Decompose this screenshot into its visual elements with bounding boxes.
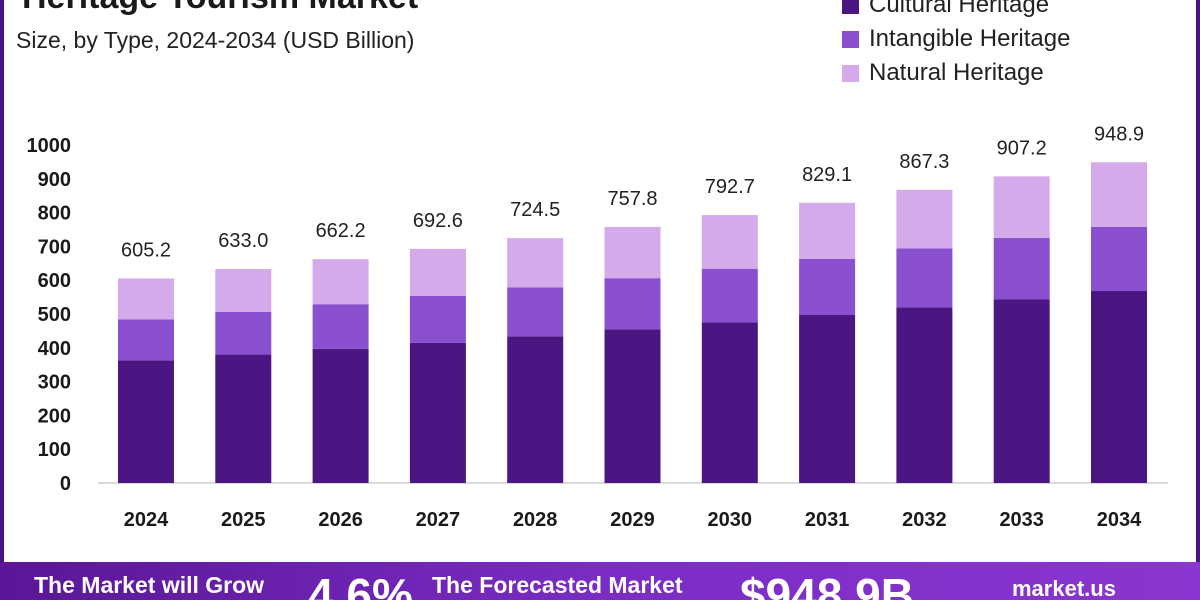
bar-total-label: 867.3 bbox=[899, 151, 949, 173]
frame-right-border bbox=[1196, 0, 1200, 600]
legend-swatch-intangible bbox=[842, 30, 859, 48]
bar-cultural-segment bbox=[604, 329, 661, 483]
bar-total-label: 633.0 bbox=[218, 230, 268, 252]
bar-cultural-segment bbox=[896, 307, 953, 483]
bar-total-label: 948.9 bbox=[1094, 123, 1144, 145]
legend-swatch-natural bbox=[842, 64, 859, 82]
x-tick-label: 2028 bbox=[513, 509, 558, 531]
x-tick-label: 2024 bbox=[124, 509, 169, 531]
bar-total-label: 829.1 bbox=[802, 164, 852, 186]
bar-cultural-segment bbox=[215, 354, 272, 483]
footer-cagr-value: 4.6% bbox=[308, 569, 413, 600]
legend: Cultural Heritage Intangible Heritage Na… bbox=[842, 0, 1070, 90]
chart-title: Heritage Tourism Market bbox=[22, 0, 418, 17]
footer-forecast-value: $948.9B bbox=[740, 569, 914, 600]
bar-natural-segment bbox=[1091, 162, 1147, 227]
x-tick-label: 2026 bbox=[318, 509, 363, 531]
bar-intangible-segment bbox=[507, 287, 564, 337]
bar-cultural-segment bbox=[993, 299, 1050, 483]
y-tick-label: 300 bbox=[38, 372, 71, 394]
x-tick-label: 2030 bbox=[708, 509, 753, 531]
bar-total-label: 662.2 bbox=[316, 220, 366, 242]
x-tick-label: 2031 bbox=[805, 509, 850, 531]
footer-grow-text: The Market will Grow bbox=[34, 572, 265, 598]
bar-intangible-segment bbox=[215, 311, 272, 355]
bar-total-label: 605.2 bbox=[121, 239, 171, 261]
y-tick-label: 900 bbox=[38, 169, 71, 191]
x-tick-label: 2034 bbox=[1097, 509, 1142, 531]
x-tick-label: 2032 bbox=[902, 509, 947, 531]
bar-cultural-segment bbox=[1091, 291, 1147, 483]
legend-item-cultural: Cultural Heritage bbox=[842, 0, 1070, 22]
y-tick-label: 600 bbox=[38, 270, 71, 292]
legend-item-natural: Natural Heritage bbox=[842, 56, 1070, 90]
y-tick-label: 0 bbox=[60, 473, 71, 495]
bar-natural-segment bbox=[896, 189, 953, 249]
bar-total-label: 907.2 bbox=[997, 137, 1047, 159]
bar-natural-segment bbox=[701, 215, 758, 269]
bar-intangible-segment bbox=[604, 278, 661, 330]
bar-cultural-segment bbox=[312, 348, 369, 483]
bar-intangible-segment bbox=[799, 258, 856, 316]
bar-cultural-segment bbox=[507, 336, 564, 483]
bar-total-label: 757.8 bbox=[607, 188, 657, 210]
bar-intangible-segment bbox=[409, 295, 466, 343]
y-tick-label: 800 bbox=[38, 203, 71, 225]
y-tick-label: 700 bbox=[38, 236, 71, 258]
bar-cultural-segment bbox=[409, 342, 466, 483]
bar-intangible-segment bbox=[993, 237, 1050, 300]
stacked-bar-chart: 0 100 200 300 400 500 600 700 800 900 1000 605.2 202… bbox=[27, 123, 1168, 531]
y-tick-label: 200 bbox=[38, 405, 71, 427]
legend-label-cultural: Cultural Heritage bbox=[869, 0, 1050, 18]
x-tick-label: 2029 bbox=[610, 509, 655, 531]
bar-intangible-segment bbox=[701, 268, 758, 323]
bar-natural-segment bbox=[409, 248, 466, 296]
bar-natural-segment bbox=[118, 278, 174, 320]
bar-intangible-segment bbox=[1091, 226, 1147, 292]
x-tick-label: 2025 bbox=[221, 509, 266, 531]
bar-natural-segment bbox=[215, 269, 272, 312]
bar-cultural-segment bbox=[799, 315, 856, 483]
bar-natural-segment bbox=[312, 259, 369, 305]
bar-total-label: 692.6 bbox=[413, 210, 463, 232]
bar-intangible-segment bbox=[896, 248, 953, 308]
frame-left-border bbox=[0, 0, 4, 600]
footer-brand: market.us bbox=[1012, 576, 1116, 600]
y-tick-label: 400 bbox=[38, 338, 71, 360]
bar-total-label: 792.7 bbox=[705, 176, 755, 198]
bar-natural-segment bbox=[993, 176, 1050, 238]
footer-banner: The Market will Grow 4.6% The Forecasted… bbox=[0, 562, 1200, 600]
legend-item-intangible: Intangible Heritage bbox=[842, 22, 1070, 56]
bar-cultural-segment bbox=[701, 322, 758, 483]
chart-subtitle: Size, by Type, 2024-2034 (USD Billion) bbox=[16, 27, 415, 53]
legend-label-intangible: Intangible Heritage bbox=[869, 25, 1071, 52]
legend-swatch-cultural bbox=[842, 0, 859, 14]
bar-natural-segment bbox=[507, 238, 564, 288]
bar-natural-segment bbox=[604, 226, 661, 279]
y-tick-label: 100 bbox=[38, 439, 71, 461]
bar-intangible-segment bbox=[312, 304, 369, 349]
bar-total-label: 724.5 bbox=[510, 199, 560, 221]
legend-label-natural: Natural Heritage bbox=[869, 59, 1044, 86]
bar-intangible-segment bbox=[118, 319, 174, 361]
bar-cultural-segment bbox=[118, 360, 174, 483]
y-tick-label: 1000 bbox=[27, 135, 72, 157]
y-tick-label: 500 bbox=[38, 304, 71, 326]
bar-natural-segment bbox=[799, 202, 856, 259]
footer-forecast-text: The Forecasted Market bbox=[432, 572, 683, 598]
x-tick-label: 2033 bbox=[999, 509, 1044, 531]
x-tick-label: 2027 bbox=[416, 509, 461, 531]
